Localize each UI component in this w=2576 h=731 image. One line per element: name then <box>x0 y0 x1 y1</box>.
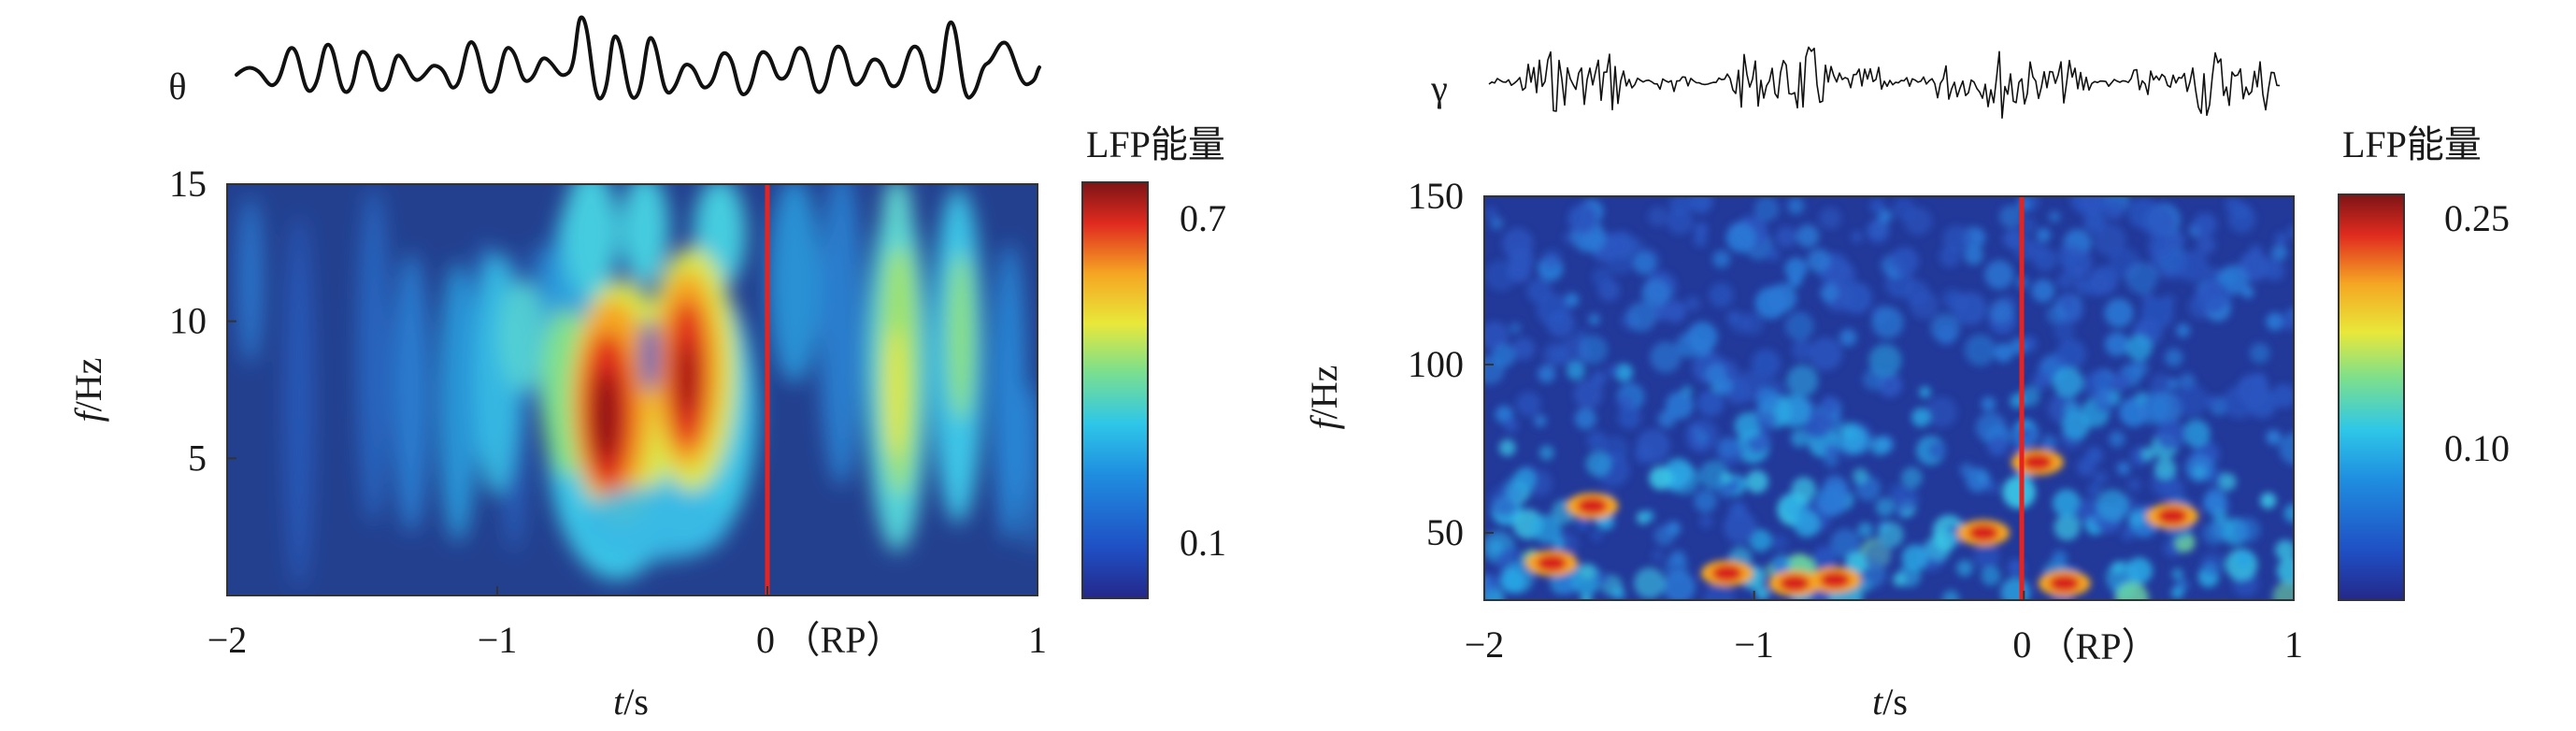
theta-x-tick-label: 0 <box>756 619 775 661</box>
gamma-y-axis-label: f/Hz <box>1303 366 1345 430</box>
gamma-hotspot-core <box>1537 554 1567 572</box>
gamma-x-tick-label: 1 <box>2284 624 2303 666</box>
gamma-hotspot-core <box>1711 565 1742 582</box>
theta-y-tick-label: 10 <box>169 300 207 342</box>
gamma-y-tick-label: 50 <box>1426 511 1464 553</box>
gamma-hotspot-core <box>1577 497 1608 515</box>
theta-lfp-trace <box>235 15 1041 101</box>
gamma-colorbar-title: LFP能量 <box>2342 123 2482 165</box>
theta-colorbar-title: LFP能量 <box>1086 123 1225 165</box>
gamma-x-axis: −2 −1 0 1 <box>1465 591 2303 666</box>
theta-colorbar-tick-low: 0.1 <box>1180 522 1226 564</box>
gamma-x-tick-label: 0 <box>2012 624 2031 666</box>
theta-y-tick-label: 15 <box>169 163 207 205</box>
gamma-x-tick-label: −2 <box>1465 624 1505 666</box>
theta-y-tick-label: 5 <box>188 437 207 479</box>
gamma-colorbar-tick-high: 0.25 <box>2444 197 2510 239</box>
gamma-hotspot-core <box>1820 571 1851 589</box>
theta-x-tick-label: −1 <box>478 619 518 661</box>
gamma-hotspot-core <box>1779 575 1810 592</box>
gamma-hotspot-core <box>2049 575 2080 592</box>
gamma-hotspot-core <box>1968 524 1999 541</box>
theta-x-axis: −2 −1 0 1 <box>208 586 1047 661</box>
theta-rp-label: （RP） <box>783 619 904 661</box>
gamma-lfp-trace <box>1488 46 2281 119</box>
theta-band-label: θ <box>168 65 186 108</box>
gamma-panel: γ 50 100 150 −2 −1 0 1 （RP） t/s f/Hz LFP能量 0.… <box>1303 46 2510 723</box>
theta-x-tick-label: 1 <box>1028 619 1047 661</box>
theta-plot-frame <box>226 183 1038 596</box>
gamma-hotspot-core <box>2022 453 2053 471</box>
gamma-band-label: γ <box>1430 67 1448 109</box>
theta-x-tick-label: −2 <box>208 619 248 661</box>
gamma-y-tick-label: 100 <box>1408 343 1464 385</box>
gamma-y-axis: 50 100 150 <box>1408 175 1494 553</box>
gamma-colorbar-tick-low: 0.10 <box>2444 427 2510 469</box>
theta-heatmap <box>227 184 1038 595</box>
gamma-x-axis-label: t/s <box>1872 681 1908 723</box>
theta-colorbar-tick-high: 0.7 <box>1180 197 1226 239</box>
theta-y-axis-label: f/Hz <box>67 358 109 423</box>
gamma-plot-frame <box>1483 195 2295 601</box>
theta-y-axis: 5 10 15 <box>169 163 236 479</box>
theta-panel: θ <box>67 15 1226 723</box>
gamma-x-tick-label: −1 <box>1734 624 1774 666</box>
gamma-y-tick-label: 150 <box>1408 175 1464 217</box>
gamma-colorbar <box>2338 194 2405 601</box>
gamma-rp-label: （RP） <box>2039 625 2159 667</box>
gamma-heatmap <box>1484 196 2294 600</box>
gamma-hotspot-core <box>2157 508 2188 524</box>
theta-colorbar <box>1081 181 1149 599</box>
theta-x-axis-label: t/s <box>613 681 649 723</box>
